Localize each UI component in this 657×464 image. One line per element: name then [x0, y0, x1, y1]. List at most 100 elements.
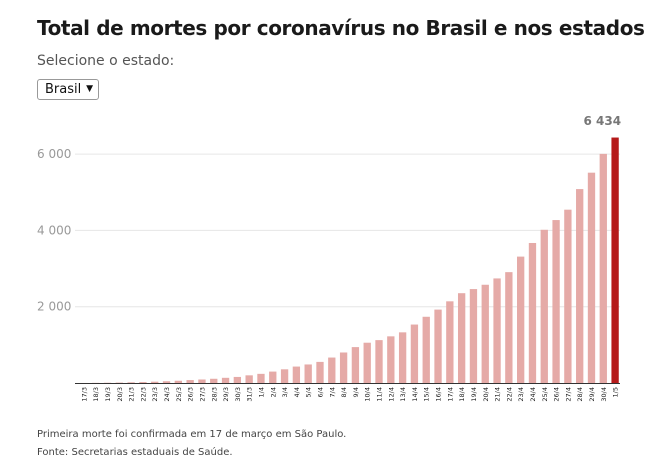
- x-tick-label: 30/4: [600, 387, 608, 402]
- x-tick-label: 14/4: [411, 387, 419, 402]
- bar[interactable]: [552, 220, 560, 383]
- x-tick-label: 22/3: [139, 387, 147, 402]
- x-tick-label: 27/4: [564, 387, 572, 402]
- bar[interactable]: [245, 375, 253, 383]
- bar[interactable]: [599, 153, 607, 383]
- bar[interactable]: [493, 278, 501, 383]
- chevron-down-icon: ▼: [86, 84, 93, 94]
- bar[interactable]: [257, 373, 265, 383]
- x-tick-label: 23/4: [517, 387, 525, 402]
- bar[interactable]: [540, 229, 548, 383]
- x-tick-label: 25/4: [541, 387, 549, 402]
- bar[interactable]: [351, 347, 360, 383]
- x-tick-label: 24/4: [529, 387, 537, 402]
- x-tick-label: 26/3: [187, 387, 195, 402]
- bar[interactable]: [398, 332, 407, 383]
- x-tick-label: 21/3: [128, 387, 136, 402]
- x-tick-label: 1/5: [612, 387, 620, 397]
- x-tick-label: 13/4: [399, 387, 407, 402]
- x-tick-label: 12/4: [387, 387, 395, 402]
- x-tick-label: 5/4: [305, 387, 313, 397]
- x-tick-label: 20/3: [116, 387, 124, 402]
- x-tick-label: 8/4: [340, 387, 348, 397]
- bar[interactable]: [587, 172, 596, 383]
- bar[interactable]: [139, 382, 147, 383]
- bar[interactable]: [457, 293, 466, 383]
- x-tick-label: 25/3: [175, 387, 183, 402]
- last-value-label: 6 434: [584, 114, 622, 128]
- x-tick-label: 9/4: [352, 387, 360, 397]
- bar[interactable]: [339, 352, 348, 383]
- x-tick-label: 4/4: [293, 387, 301, 397]
- bar[interactable]: [446, 301, 454, 383]
- y-tick-label: 6 000: [37, 147, 71, 161]
- bar[interactable]: [375, 340, 383, 383]
- x-tick-label: 17/3: [80, 387, 88, 402]
- x-tick-label: 30/3: [234, 387, 242, 402]
- bar[interactable]: [517, 256, 525, 383]
- bar[interactable]: [316, 361, 324, 383]
- x-tick-label: 26/4: [553, 387, 561, 402]
- state-select[interactable]: Brasil ▼: [37, 79, 99, 100]
- x-tick-label: 24/3: [163, 387, 171, 402]
- bar[interactable]: [198, 379, 206, 383]
- bar[interactable]: [292, 366, 301, 383]
- bar[interactable]: [611, 137, 619, 383]
- x-tick-label: 23/3: [151, 387, 159, 402]
- x-tick-label: 2/4: [269, 387, 277, 397]
- bar[interactable]: [564, 209, 572, 383]
- x-tick-label: 29/4: [588, 387, 596, 402]
- bar[interactable]: [328, 357, 336, 383]
- bar[interactable]: [505, 272, 513, 383]
- bar[interactable]: [280, 369, 289, 383]
- bar[interactable]: [422, 316, 430, 383]
- bar[interactable]: [481, 284, 489, 383]
- x-tick-label: 18/3: [92, 387, 100, 402]
- bar[interactable]: [304, 364, 312, 383]
- chart-title: Total de mortes por coronavírus no Brasi…: [37, 16, 645, 40]
- x-tick-label: 6/4: [316, 387, 324, 397]
- bar[interactable]: [576, 189, 584, 383]
- bar[interactable]: [528, 242, 537, 383]
- x-tick-label: 1/4: [257, 387, 265, 397]
- chart-source: Fonte: Secretarias estaduais de Saúde.: [37, 447, 233, 458]
- x-tick-label: 31/3: [246, 387, 254, 402]
- bar[interactable]: [269, 371, 277, 383]
- x-tick-label: 28/3: [210, 387, 218, 402]
- bar[interactable]: [210, 378, 218, 383]
- x-tick-label: 28/4: [576, 387, 584, 402]
- x-tick-label: 10/4: [364, 387, 372, 402]
- x-tick-label: 27/3: [198, 387, 206, 402]
- x-tick-label: 29/3: [222, 387, 230, 402]
- bar[interactable]: [434, 309, 442, 383]
- x-tick-label: 17/4: [446, 387, 454, 402]
- x-tick-label: 7/4: [328, 387, 336, 397]
- bar[interactable]: [363, 342, 371, 383]
- deaths-bar-chart: 2 000 4 000 6 000 17/3 18/3 19/3 20/3 21/3 22/3 2…: [37, 114, 622, 402]
- y-tick-label: 4 000: [37, 223, 71, 237]
- x-tick-label: 21/4: [494, 387, 502, 402]
- x-tick-label: 3/4: [281, 387, 289, 397]
- bar[interactable]: [469, 289, 478, 383]
- bar[interactable]: [151, 381, 159, 383]
- bar[interactable]: [410, 324, 419, 383]
- state-select-label: Selecione o estado:: [37, 53, 175, 69]
- bar[interactable]: [162, 381, 171, 383]
- bar[interactable]: [186, 380, 194, 383]
- bar[interactable]: [127, 382, 135, 383]
- state-select-value: Brasil: [45, 82, 82, 97]
- x-tick-label: 11/4: [376, 387, 384, 402]
- bar[interactable]: [174, 380, 182, 383]
- x-tick-label: 20/4: [482, 387, 490, 402]
- x-tick-label: 15/4: [423, 387, 431, 402]
- chart-footnote: Primeira morte foi confirmada em 17 de m…: [37, 429, 347, 440]
- bar[interactable]: [233, 376, 242, 383]
- y-tick-label: 2 000: [37, 300, 71, 314]
- x-tick-label: 22/4: [505, 387, 513, 402]
- x-tick-label: 19/4: [470, 387, 478, 402]
- x-tick-label: 16/4: [435, 387, 443, 402]
- bar[interactable]: [221, 377, 230, 383]
- x-tick-label: 18/4: [458, 387, 466, 402]
- bar[interactable]: [387, 336, 395, 383]
- x-tick-label: 19/3: [104, 387, 112, 402]
